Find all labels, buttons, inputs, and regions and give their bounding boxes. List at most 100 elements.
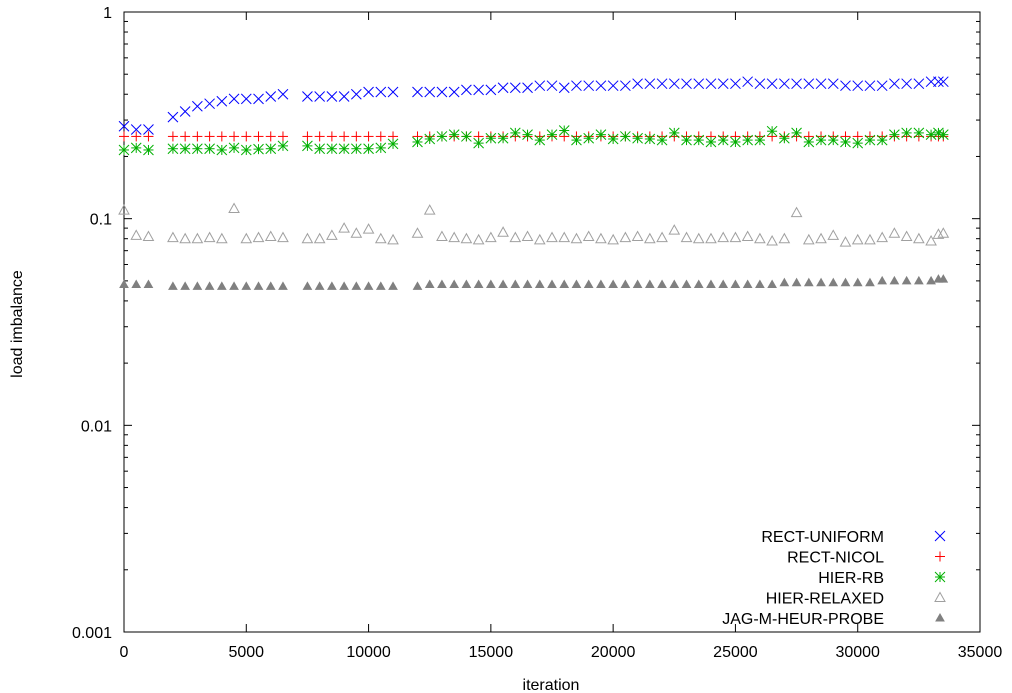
data-point [204,98,215,110]
data-point [253,281,264,290]
data-point [755,279,765,289]
series-hier-relaxed [118,202,950,247]
data-point [681,134,692,146]
data-point [436,230,448,241]
data-point [852,80,864,92]
data-point [497,132,509,144]
data-point [241,281,252,290]
data-point [216,95,228,107]
data-point [729,231,742,243]
data-point [607,80,619,92]
data-point [509,127,521,139]
x-axis-title: iteration [523,677,580,693]
data-point [180,281,191,290]
legend-label: HIER-RELAXED [766,591,884,608]
data-point [216,281,227,290]
data-point [424,86,436,98]
data-point [583,279,594,289]
data-point [643,232,656,244]
data-point [265,91,277,102]
data-point [534,80,546,92]
data-point [437,279,447,289]
data-point [889,275,900,285]
data-point [571,80,582,92]
data-point [546,231,558,243]
data-point [595,129,607,141]
data-point [864,80,876,92]
data-point [265,131,276,142]
plot-border [123,11,981,633]
x-tick-label: 35000 [958,644,1003,661]
data-point [803,277,814,287]
data-point [412,86,423,98]
data-point [827,78,839,90]
data-point [582,230,595,241]
data-point [388,281,398,290]
data-point [851,233,864,245]
data-point [815,134,827,146]
legend-marker [934,591,946,602]
data-point [339,131,350,142]
data-point [314,143,326,155]
x-tick-label: 30000 [835,644,880,661]
data-point [558,231,571,243]
data-point [656,231,668,243]
data-point [657,279,667,289]
data-point [497,82,509,94]
data-point [339,281,349,290]
data-point [644,78,656,90]
data-point [522,129,533,141]
data-point [754,78,766,90]
data-point [705,232,717,244]
data-point [933,76,944,88]
data-point [412,136,423,148]
data-point [498,279,508,289]
data-point [362,223,375,234]
data-point [302,281,313,290]
data-point [240,232,253,244]
data-point [119,131,129,142]
data-point [852,137,864,149]
data-point [742,76,754,88]
data-point [424,133,436,145]
data-point [533,233,546,245]
data-point [338,222,350,233]
data-point [302,91,313,102]
data-point [681,78,692,90]
data-point [546,129,558,141]
data-point [449,279,460,289]
data-point [350,227,363,238]
data-point [717,134,729,146]
data-point [473,279,484,289]
data-point [375,86,387,98]
data-point [510,279,521,289]
data-point [327,281,337,290]
data-point [351,131,362,142]
data-point [803,78,815,90]
data-point [730,136,741,148]
data-point [252,231,265,243]
data-point [889,78,900,90]
data-point [143,131,154,142]
series-jag-m-heur-probe [119,274,949,290]
data-point [877,275,888,285]
data-point [192,143,203,155]
data-point [693,78,705,90]
data-point [485,231,497,243]
x-tick-label: 5000 [228,644,264,661]
data-point [865,277,875,287]
data-point [571,279,582,289]
x-tick-label: 25000 [713,644,758,661]
data-point [730,78,741,90]
data-point [472,233,485,245]
data-point [302,131,313,142]
data-point [913,232,925,244]
data-point [876,134,888,146]
data-point [253,131,264,142]
data-point [424,279,435,289]
data-point [632,78,643,90]
data-point [913,78,925,90]
data-point [278,281,288,290]
data-point [852,277,863,287]
